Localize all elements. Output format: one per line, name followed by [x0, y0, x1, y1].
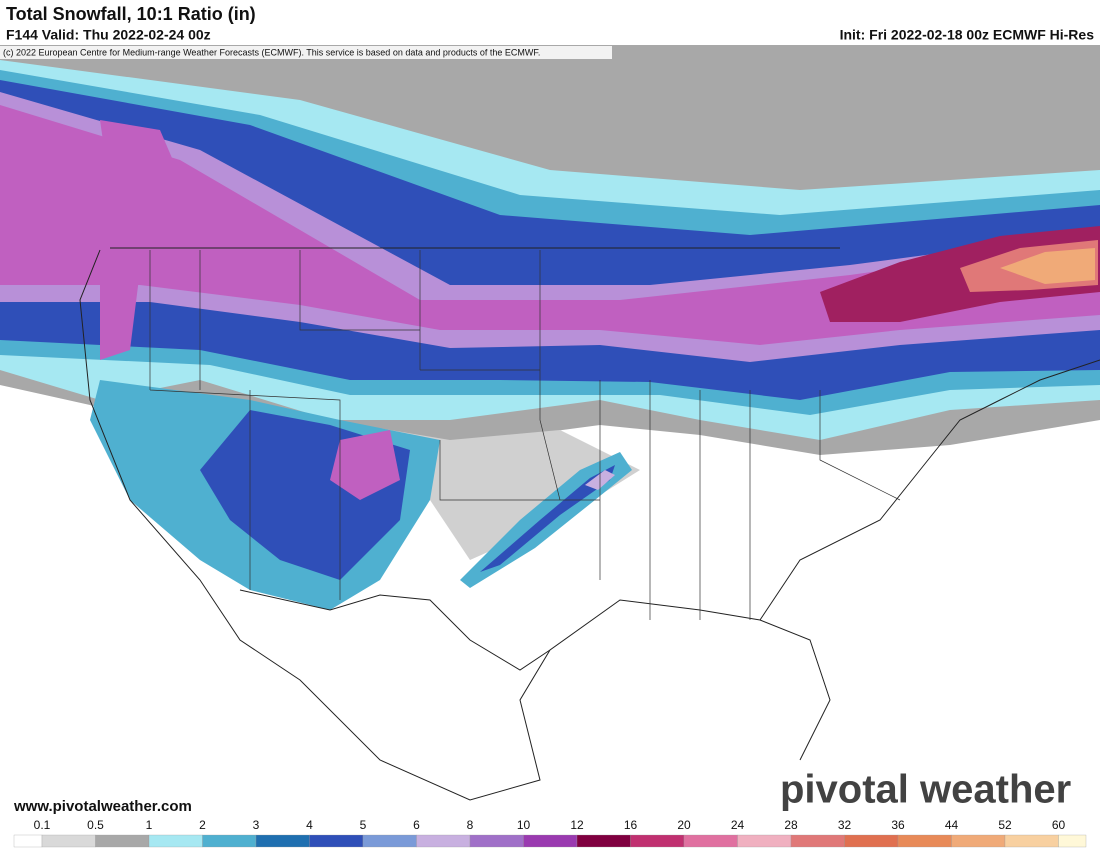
- legend-label: 6: [413, 818, 420, 832]
- legend-label: 16: [624, 818, 638, 832]
- map-title: Total Snowfall, 10:1 Ratio (in): [6, 4, 256, 24]
- legend-label: 4: [306, 818, 313, 832]
- legend-label: 0.1: [34, 818, 51, 832]
- website: www.pivotalweather.com: [13, 798, 192, 815]
- legend-label: 8: [467, 818, 474, 832]
- init-time: Init: Fri 2022-02-18 00z ECMWF Hi-Res: [840, 27, 1095, 43]
- legend-swatch: [790, 834, 845, 848]
- legend-swatch: [897, 834, 952, 848]
- copyright: (c) 2022 European Centre for Medium-rang…: [3, 47, 540, 57]
- color-legend: 0.1 0.5 1 2 3 4 5 6 8 10 12 16 20 24 28 32 36 44 52 60: [0, 818, 1100, 850]
- legend-label: 2: [199, 818, 206, 832]
- legend-label: 24: [731, 818, 745, 832]
- legend-swatch: [13, 834, 43, 848]
- legend-swatch: [41, 834, 96, 848]
- legend-label: 0.5: [87, 818, 104, 832]
- legend-swatch: [362, 834, 417, 848]
- legend-label: 3: [253, 818, 260, 832]
- legend-swatch: [737, 834, 792, 848]
- valid-time: F144 Valid: Thu 2022-02-24 00z: [6, 27, 211, 43]
- legend-label: 20: [677, 818, 691, 832]
- legend-label: 5: [360, 818, 367, 832]
- legend-label: 32: [838, 818, 852, 832]
- legend-swatch: [255, 834, 310, 848]
- legend-swatch: [683, 834, 738, 848]
- legend-swatch: [1058, 834, 1087, 848]
- legend-label: 44: [945, 818, 959, 832]
- legend-swatch: [416, 834, 471, 848]
- legend-label: 36: [891, 818, 905, 832]
- legend-label: 1: [146, 818, 153, 832]
- legend-label: 28: [784, 818, 798, 832]
- legend-swatch: [1004, 834, 1059, 848]
- header: Total Snowfall, 10:1 Ratio (in) F144 Val…: [0, 0, 1100, 45]
- legend-label: 10: [517, 818, 531, 832]
- legend-swatch: [844, 834, 899, 848]
- watermark: pivotal weather: [780, 768, 1071, 812]
- legend-swatch: [202, 834, 257, 848]
- legend-swatch: [148, 834, 203, 848]
- legend-swatch: [95, 834, 150, 848]
- legend-swatch: [951, 834, 1006, 848]
- snowfall-map: [0, 45, 1100, 820]
- legend-swatch: [523, 834, 578, 848]
- legend-label: 12: [570, 818, 584, 832]
- legend-swatch: [309, 834, 364, 848]
- legend-swatch: [630, 834, 685, 848]
- legend-swatch: [576, 834, 631, 848]
- legend-label: 52: [998, 818, 1012, 832]
- legend-label: 60: [1052, 818, 1066, 832]
- legend-swatch: [469, 834, 524, 848]
